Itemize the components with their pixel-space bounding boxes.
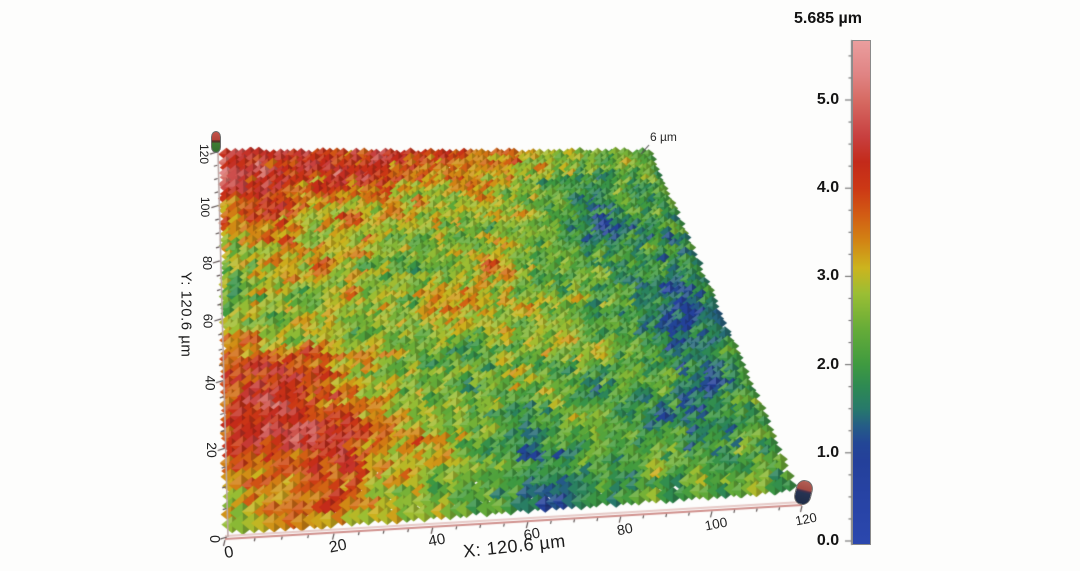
y-axis-title: Y: 120.6 µm — [177, 271, 195, 358]
colorbar-gradient — [853, 41, 870, 544]
x-tick-label: 60 — [522, 525, 542, 545]
colorbar-tick-label: 2.0 — [816, 355, 840, 373]
x-tick-label: 20 — [327, 536, 349, 557]
colorbar-tick-label: 5.0 — [816, 91, 840, 108]
colorbar-tick-label: 3.0 — [816, 267, 840, 285]
colorbar-tick-label: 4.0 — [816, 179, 840, 197]
y-tick-label: 0 — [206, 534, 222, 544]
y-tick-label: 120 — [197, 143, 211, 165]
y-tick-label: 40 — [202, 375, 218, 391]
x-tick-label: 80 — [615, 520, 634, 540]
colorbar-title: 5.685 µm — [794, 10, 862, 27]
y-tick-label: 100 — [198, 197, 213, 218]
colorbar — [852, 40, 871, 545]
z-scale-annotation: 6 µm — [650, 130, 677, 144]
y-tick-label: 20 — [203, 442, 220, 459]
colorbar-tick-label: 0.0 — [816, 532, 840, 549]
axis-corner-marker-top-left — [211, 131, 221, 153]
x-tick-label: 40 — [426, 530, 447, 551]
y-tick-label: 60 — [200, 313, 216, 329]
y-tick-label: 80 — [199, 255, 214, 270]
colorbar-tick-label: 1.0 — [816, 443, 840, 461]
